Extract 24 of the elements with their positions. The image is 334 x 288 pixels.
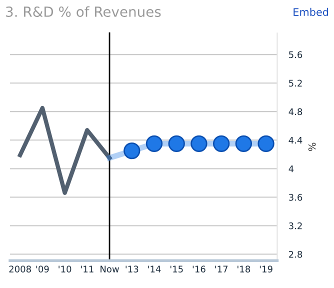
x-tick-label: 2008 xyxy=(9,266,31,272)
y-tick-label: 3.2 xyxy=(289,222,302,230)
y-tick-label: 5.6 xyxy=(289,51,302,58)
y-tick-label: 3.6 xyxy=(289,194,302,201)
x-tick-label: '18 xyxy=(238,266,250,272)
x-tick-label: '11 xyxy=(81,266,94,272)
y-tick-label: 4.4 xyxy=(288,136,302,144)
x-tick-label: '15 xyxy=(170,266,183,272)
line-series xyxy=(18,106,112,195)
x-tick-label: Now xyxy=(100,266,119,272)
text: Embed xyxy=(294,8,328,16)
x-tick-label: '13 xyxy=(126,266,138,272)
x-tick-label: '10 xyxy=(58,266,72,272)
x-tick-label: '16 xyxy=(192,266,206,272)
y-axis-title: % xyxy=(308,142,316,151)
chart-title: 3. R&D % of Revenues xyxy=(6,6,161,17)
x-tick-label: '09 xyxy=(36,266,49,272)
x-tick-label: '17 xyxy=(215,266,228,272)
y-tick-label: 4.8 xyxy=(288,108,302,116)
y-tick-label: 5.2 xyxy=(289,80,302,87)
y-tick-label: 4 xyxy=(288,165,294,172)
y-tick-label: 2.8 xyxy=(288,250,302,258)
x-tick-label: '19 xyxy=(260,266,272,272)
x-tick-label: '14 xyxy=(148,266,161,272)
